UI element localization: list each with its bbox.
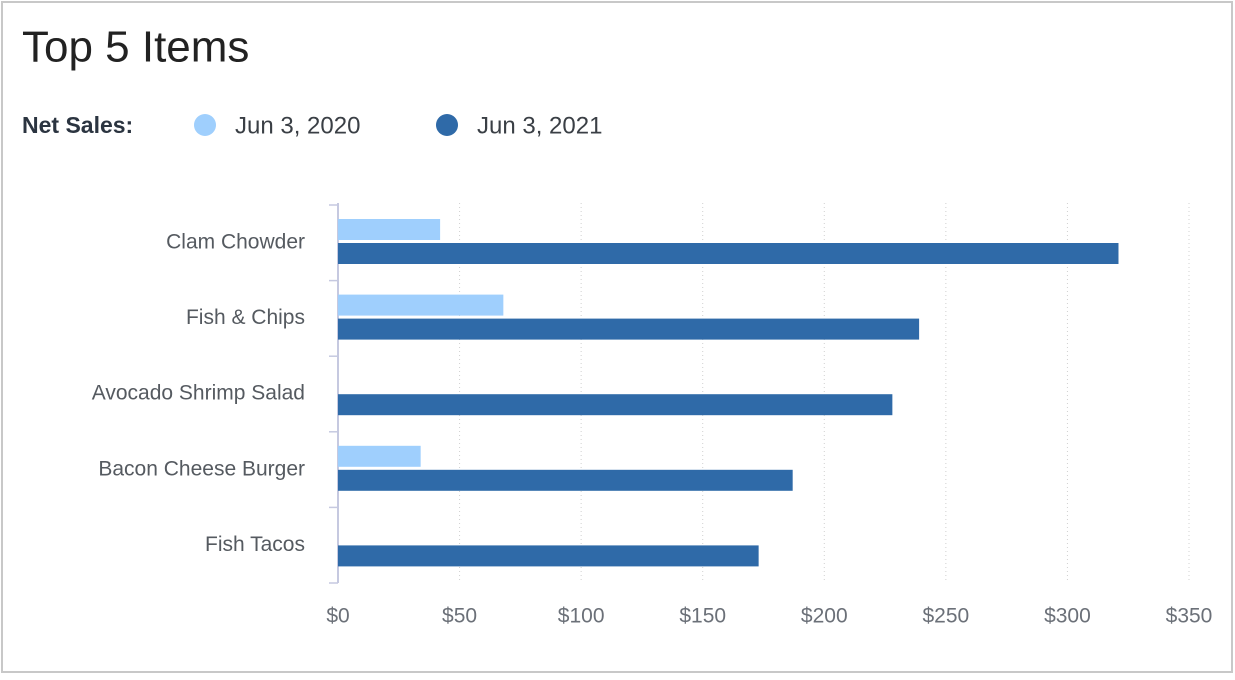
legend-title: Net Sales: [22, 112, 133, 138]
y-tick-label: Bacon Cheese Burger [98, 457, 305, 480]
bar [338, 219, 441, 240]
bar [338, 469, 793, 491]
bar [338, 294, 504, 316]
bar [338, 243, 1119, 264]
y-tick-label: Fish Tacos [205, 533, 305, 556]
y-tick-label: Clam Chowder [166, 231, 305, 254]
legend-label: Jun 3, 2021 [477, 112, 602, 139]
x-tick-label: $200 [801, 605, 848, 628]
legend-marker [436, 114, 458, 136]
y-tick-label: Avocado Shrimp Salad [92, 382, 305, 405]
bar [338, 545, 759, 567]
chart-title: Top 5 Items [22, 23, 249, 72]
x-tick-label: $50 [442, 605, 477, 628]
x-tick-label: $250 [922, 605, 969, 628]
x-tick-label: $0 [326, 605, 349, 628]
x-tick-label: $100 [558, 605, 605, 628]
legend-label: Jun 3, 2020 [235, 112, 360, 139]
bar [338, 318, 920, 340]
x-tick-label: $150 [679, 605, 726, 628]
bar [338, 445, 421, 467]
x-tick-label: $300 [1044, 605, 1091, 628]
bar [338, 394, 893, 416]
x-tick-label: $350 [1166, 605, 1213, 628]
legend-marker [194, 114, 216, 136]
y-tick-label: Fish & Chips [186, 306, 305, 329]
